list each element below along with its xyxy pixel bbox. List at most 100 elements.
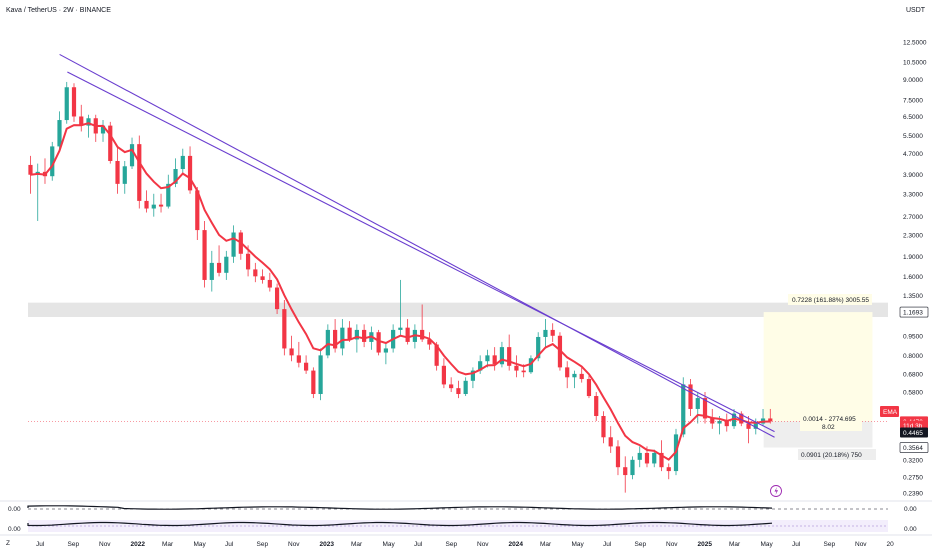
candle-body (158, 204, 164, 207)
candle-body (71, 87, 77, 117)
entry-label-box: 0.0014 - 2774.695 8.02 (800, 414, 862, 431)
candle-body (659, 452, 664, 468)
candle-body (449, 384, 454, 389)
candle-body (492, 355, 497, 365)
candle-body (224, 256, 229, 273)
price-badge-label: 11d 3h (903, 423, 923, 430)
candle-body (296, 355, 301, 363)
y-tick-label: 0.8000 (903, 353, 923, 360)
candle-body (57, 120, 62, 147)
osc-label-bottom: 0.00 (8, 526, 21, 533)
candle-body (427, 339, 432, 345)
x-tick-label: Sep (257, 541, 269, 548)
y-tick-label: 7.5000 (903, 98, 923, 105)
candle-body (108, 125, 113, 161)
candle-body (688, 384, 693, 409)
candle-body (572, 373, 577, 378)
candle-body (137, 144, 142, 201)
candle-body (303, 362, 309, 371)
x-tick-label: Sep (446, 541, 458, 548)
candle-body (79, 116, 84, 126)
candle-body (702, 398, 708, 419)
oscillator-pane: 0.00 0.00 0.00 0.00 (0, 500, 932, 533)
candle-body (441, 365, 447, 385)
candle-body (463, 380, 468, 395)
currency-label: USDT (906, 7, 926, 14)
x-tick-label: May (761, 541, 774, 548)
candle-body (340, 327, 345, 349)
candle-body (398, 327, 403, 330)
y-tick-label: 0.6800 (903, 371, 923, 378)
y-tick-label: 0.2390 (903, 491, 923, 498)
candles-layer (28, 81, 773, 493)
x-tick-label: Jul (792, 541, 801, 548)
candle-body (318, 355, 323, 395)
x-tick-label: Sep (635, 541, 647, 548)
candle-body (405, 327, 410, 342)
candle-body (50, 146, 55, 177)
chart-title: Kava / TetherUS · 2W · BINANCE (6, 7, 111, 14)
y-tick-label: 1.6000 (903, 274, 923, 281)
candle-body (514, 365, 519, 371)
candle-body (586, 379, 592, 397)
candle-body (151, 204, 156, 209)
zones-layer (28, 302, 888, 448)
candle-body (100, 125, 106, 134)
trendline (67, 71, 775, 433)
candle-body (311, 370, 316, 395)
candle-body (253, 269, 258, 277)
candle-body (615, 446, 621, 468)
y-tick-label: 0.9500 (903, 333, 923, 340)
x-axis: Jul Sep Nov 2022 Mar May Jul Sep Nov 2023 Mar May Ju… (36, 541, 894, 548)
x-tick-label: 20 (887, 541, 895, 548)
y-axis: 12.5000 10.5000 9.0000 7.5000 6.5000 5.5000 4.… (903, 39, 927, 497)
candle-body (695, 398, 700, 409)
x-tick-label: Nov (666, 541, 678, 548)
ema-tag: EMA (880, 406, 899, 417)
candle-body (144, 200, 149, 209)
candle-body (746, 423, 751, 429)
candle-body (753, 423, 758, 429)
price-badge (899, 442, 929, 453)
x-tick-label: Mar (162, 541, 174, 548)
candle-body (550, 329, 555, 336)
candle-body (499, 347, 505, 365)
candle-body (115, 160, 120, 184)
x-tick-label: Jul (36, 541, 45, 548)
y-tick-label: 6.5000 (903, 114, 923, 121)
y-tick-label: 3.3000 (903, 191, 923, 198)
candle-body (354, 329, 359, 340)
candle-body (260, 276, 265, 280)
candle-body (681, 384, 686, 435)
y-tick-label: 2.7000 (903, 214, 923, 221)
candle-body (86, 118, 91, 126)
candle-body (347, 327, 352, 340)
zone-resistance (28, 302, 888, 317)
candle-body (637, 452, 642, 460)
candle-body (579, 373, 584, 380)
y-tick-label: 0.3200 (903, 457, 923, 464)
alert-icon[interactable] (770, 485, 782, 497)
ema-line (30, 122, 771, 461)
candle-body (434, 344, 439, 366)
candle-body (507, 347, 512, 366)
candle-body (724, 420, 729, 427)
y-tick-label: 9.0000 (903, 77, 923, 84)
y-tick-label: 0.2750 (903, 475, 923, 482)
x-tick-label: Jul (414, 541, 423, 548)
y-tick-label: 3.9000 (903, 172, 923, 179)
y-tick-label: 12.5000 (903, 39, 927, 46)
y-tick-label: 5.5000 (903, 133, 923, 140)
candle-body (543, 329, 548, 337)
candle-body (594, 396, 599, 417)
candle-body (710, 418, 715, 424)
price-badge-label: 1.1693 (903, 310, 923, 317)
trendlines-layer (59, 53, 775, 438)
candle-body (202, 230, 207, 280)
candle-body (28, 164, 33, 175)
candle-body (180, 155, 185, 170)
candle-body (666, 467, 671, 472)
candle-body (195, 190, 200, 231)
y-tick-label: 4.7000 (903, 151, 923, 158)
